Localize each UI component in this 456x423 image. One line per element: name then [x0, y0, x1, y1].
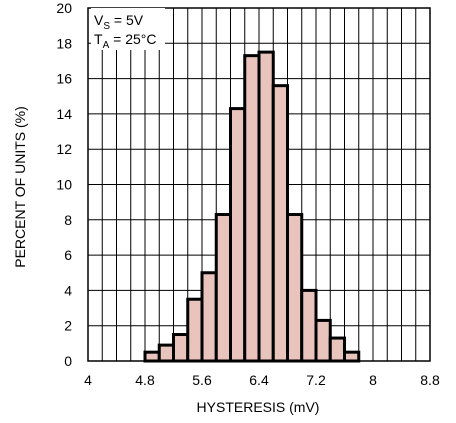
histogram-bar: [231, 109, 245, 361]
x-tick-label: 4: [84, 372, 92, 388]
histogram-bar: [188, 299, 202, 361]
histogram-bar: [216, 215, 230, 361]
histogram-bar: [316, 320, 330, 361]
histogram-bar: [259, 52, 273, 361]
x-tick-labels: 4 4.8 5.6 6.4 7.2 8 8.8: [84, 372, 440, 388]
y-tick-label: 16: [56, 71, 72, 87]
y-axis-label: PERCENT OF UNITS (%): [12, 106, 28, 268]
histogram-bar: [302, 290, 316, 361]
x-tick-label: 8: [369, 372, 377, 388]
y-tick-label: 0: [64, 353, 72, 369]
y-tick-label: 8: [64, 212, 72, 228]
y-tick-label: 18: [56, 35, 72, 51]
x-tick-label: 4.8: [135, 372, 155, 388]
y-tick-label: 12: [56, 141, 72, 157]
x-tick-label: 5.6: [192, 372, 212, 388]
histogram-bar: [288, 215, 302, 361]
y-tick-label: 6: [64, 247, 72, 263]
conditions-legend: VS = 5V TA = 25°C: [91, 8, 165, 51]
x-tick-label: 8.8: [420, 372, 440, 388]
histogram-bar: [345, 352, 359, 361]
histogram-bar: [145, 352, 159, 361]
histogram-bar: [174, 335, 188, 361]
x-axis-label: HYSTERESIS (mV): [197, 399, 320, 415]
x-tick-label: 6.4: [249, 372, 269, 388]
histogram-bar: [159, 345, 173, 361]
y-tick-labels: 0 2 4 6 8 10 12 14 16 18 20: [56, 0, 72, 369]
histogram-bar: [273, 86, 287, 361]
x-tick-label: 7.2: [306, 372, 326, 388]
histogram-bar: [330, 338, 344, 361]
histogram-bars: [145, 52, 359, 361]
y-tick-label: 10: [56, 177, 72, 193]
y-tick-label: 4: [64, 282, 72, 298]
y-tick-label: 2: [64, 318, 72, 334]
y-tick-label: 14: [56, 106, 72, 122]
y-tick-label: 20: [56, 0, 72, 16]
histogram-bar: [245, 56, 259, 361]
histogram-bar: [202, 273, 216, 361]
